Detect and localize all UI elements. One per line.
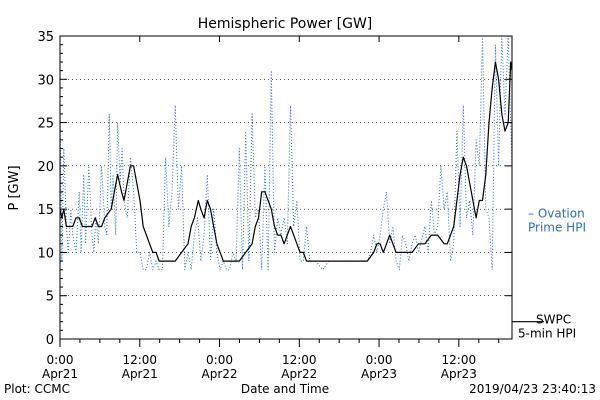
y-tick-label: 15 [37, 203, 54, 218]
plot-frame [59, 35, 513, 340]
series-line-swpc [60, 61, 512, 262]
chart-title: Hemispheric Power [GW] [198, 16, 373, 32]
x-tick-label-time: 0:00 [206, 353, 233, 367]
x-tick-label-date: Apr21 [122, 367, 158, 381]
x-axis: 0:00Apr2112:00Apr210:00Apr2212:00Apr220:… [42, 36, 500, 381]
series-layer [60, 36, 512, 271]
x-tick-label-date: Apr21 [42, 367, 78, 381]
footer-left: Plot: CCMC [4, 382, 70, 396]
y-axis: 0 5 10 15 20 25 30 35 [37, 30, 512, 348]
x-tick-label-time: 0:00 [366, 353, 393, 367]
x-tick-label-date: Apr22 [202, 367, 238, 381]
x-tick-label-time: 0:00 [47, 353, 74, 367]
y-tick-label: 25 [37, 117, 54, 132]
y-grid [60, 78, 512, 297]
y-tick-label: 35 [37, 30, 54, 45]
y-tick-label: 0 [46, 333, 54, 348]
x-tick-label-time: 12:00 [122, 353, 157, 367]
y-tick-label: 30 [37, 73, 54, 88]
series-label-ovation-line1: – Ovation [528, 206, 585, 220]
series-line-ovation [60, 36, 512, 271]
series-label-swpc-line2: 5-min HPI [518, 327, 576, 341]
series-label-swpc-line1: SWPC [536, 313, 571, 327]
footer-right: 2019/04/23 23:40:13 [469, 382, 596, 396]
y-axis-label: P [GW] [7, 165, 22, 210]
x-tick-label-time: 12:00 [442, 353, 477, 367]
x-tick-label-date: Apr22 [281, 367, 317, 381]
series-label-ovation-line2: Prime HPI [528, 220, 586, 234]
y-tick-label: 5 [46, 290, 54, 305]
y-tick-label: 10 [37, 246, 54, 261]
x-tick-label-time: 12:00 [282, 353, 317, 367]
x-axis-label: Date and Time [241, 382, 329, 396]
x-tick-label-date: Apr23 [361, 367, 397, 381]
y-tick-label: 20 [37, 160, 54, 175]
x-tick-label-date: Apr23 [441, 367, 477, 381]
